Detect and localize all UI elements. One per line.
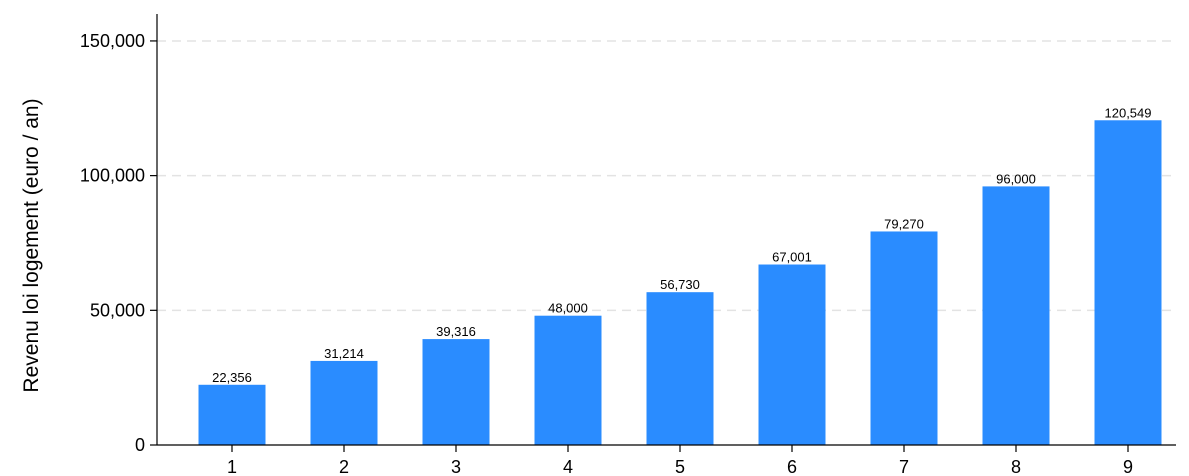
x-tick-label: 3 [451, 457, 461, 476]
bar-value-label: 67,001 [772, 250, 812, 265]
y-ticks: 0 50,000 100,000 150,000 [80, 31, 157, 455]
y-tick-label: 0 [135, 435, 145, 455]
y-tick-label: 100,000 [80, 166, 145, 186]
data-labels: 22,356 31,214 39,316 48,000 56,730 67,001 79,2… [212, 105, 1151, 385]
bar [870, 231, 938, 445]
bar-value-label: 79,270 [884, 216, 924, 231]
bars [198, 120, 1162, 446]
bar-value-label: 31,214 [324, 346, 364, 361]
x-tick-label: 8 [1011, 457, 1021, 476]
bar [310, 360, 378, 445]
bar [422, 339, 490, 445]
bar [534, 315, 602, 445]
bar-value-label: 22,356 [212, 370, 252, 385]
bar-value-label: 48,000 [548, 301, 588, 316]
bar [646, 292, 714, 445]
bar [198, 384, 266, 445]
x-tick-label: 2 [339, 457, 349, 476]
bar-value-label: 120,549 [1105, 105, 1152, 120]
bar-value-label: 96,000 [996, 171, 1036, 186]
x-tick-label: 6 [787, 457, 797, 476]
bar [1094, 120, 1162, 446]
y-axis-title: Revenu loi logement (euro / an) [20, 98, 43, 392]
y-tick-label: 150,000 [80, 31, 145, 51]
x-ticks: 1 2 3 4 5 6 7 8 9 [227, 445, 1133, 476]
x-tick-label: 7 [899, 457, 909, 476]
bar-value-label: 56,730 [660, 277, 700, 292]
axes [156, 14, 1176, 446]
x-tick-label: 9 [1123, 457, 1133, 476]
bar-value-label: 39,316 [436, 324, 476, 339]
bar [982, 186, 1050, 445]
y-tick-label: 50,000 [90, 300, 145, 320]
x-tick-label: 5 [675, 457, 685, 476]
grid-lines [157, 40, 1176, 312]
bar [758, 264, 826, 445]
x-tick-label: 4 [563, 457, 573, 476]
x-tick-label: 1 [227, 457, 237, 476]
